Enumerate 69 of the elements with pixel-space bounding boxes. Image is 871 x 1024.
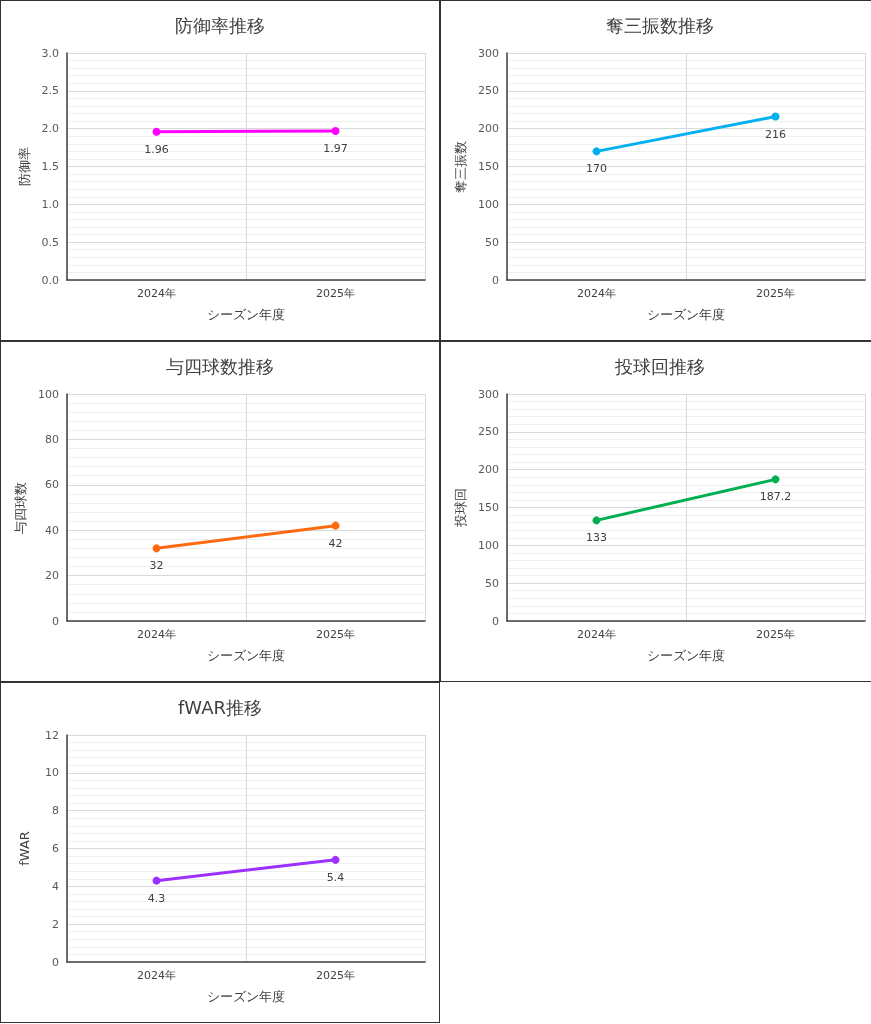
y-tick-label: 0.0 — [41, 273, 59, 287]
y-tick-label: 50 — [485, 576, 499, 590]
y-tick-label: 60 — [45, 478, 59, 492]
y-axis-title: 防御率 — [16, 147, 32, 186]
y-tick-label: 4 — [52, 879, 59, 893]
x-tick-label: 2024年 — [137, 969, 176, 982]
x-axis-title: シーズン年度 — [647, 648, 725, 663]
y-tick-label: 12 — [45, 728, 59, 742]
y-tick-label: 250 — [478, 425, 499, 439]
data-label: 187.2 — [759, 490, 792, 504]
x-tick-label: 2025年 — [316, 969, 355, 982]
x-tick-label: 2025年 — [756, 628, 795, 641]
x-tick-label: 2024年 — [137, 287, 176, 300]
y-tick-label: 1.0 — [41, 197, 59, 211]
x-axis-title: シーズン年度 — [647, 307, 725, 322]
y-tick-label: 0 — [492, 614, 499, 628]
y-tick-label: 100 — [478, 538, 499, 552]
y-axis-title: 投球回 — [453, 488, 469, 528]
y-tick-label: 3.0 — [41, 46, 59, 60]
data-label: 216 — [765, 127, 786, 141]
x-tick-label: 2024年 — [577, 287, 616, 300]
x-tick-label: 2025年 — [316, 287, 355, 300]
chart-title: 与四球数推移 — [166, 355, 274, 377]
data-label: 1.97 — [323, 141, 348, 155]
x-tick-label: 2024年 — [577, 628, 616, 641]
y-tick-label: 0 — [52, 614, 59, 628]
x-tick-label: 2025年 — [756, 287, 795, 300]
chart-title: 防御率推移 — [175, 14, 265, 36]
y-axis-title: fWAR — [17, 831, 32, 866]
y-tick-label: 300 — [478, 387, 499, 401]
y-tick-label: 0 — [52, 955, 59, 969]
y-tick-label: 2.0 — [41, 122, 59, 136]
data-label: 133 — [586, 531, 607, 545]
chart-title: 投球回推移 — [614, 355, 705, 377]
data-label: 1.96 — [144, 142, 169, 156]
y-tick-label: 100 — [38, 387, 59, 401]
y-tick-label: 100 — [478, 197, 499, 211]
y-tick-label: 2.5 — [41, 84, 59, 98]
y-axis-title: 与四球数 — [13, 481, 29, 534]
x-tick-label: 2024年 — [137, 628, 176, 641]
y-tick-label: 40 — [45, 523, 59, 537]
y-tick-label: 6 — [52, 842, 59, 855]
y-tick-label: 200 — [478, 463, 499, 477]
y-tick-label: 50 — [485, 235, 499, 249]
data-label: 32 — [149, 559, 164, 573]
x-axis-title: シーズン年度 — [207, 989, 285, 1004]
y-axis-title: 奪三振数 — [453, 140, 469, 193]
y-tick-label: 150 — [478, 160, 499, 173]
y-tick-label: 300 — [478, 46, 499, 60]
y-tick-label: 200 — [478, 122, 499, 136]
y-tick-label: 10 — [45, 766, 59, 780]
y-tick-label: 0.5 — [41, 235, 59, 249]
x-tick-label: 2025年 — [316, 628, 355, 641]
y-tick-label: 150 — [478, 501, 499, 514]
y-tick-label: 2 — [52, 917, 59, 931]
chart-title: 奪三振数推移 — [606, 14, 714, 36]
data-label: 5.4 — [326, 870, 345, 884]
data-label: 42 — [328, 536, 343, 550]
y-tick-label: 1.5 — [41, 160, 59, 173]
y-tick-label: 0 — [492, 273, 499, 287]
y-tick-label: 20 — [45, 569, 59, 583]
y-tick-label: 250 — [478, 84, 499, 98]
y-tick-label: 80 — [45, 432, 59, 446]
data-label: 170 — [586, 162, 607, 176]
data-label: 4.3 — [147, 891, 166, 905]
chart-title: fWAR推移 — [178, 696, 262, 718]
y-tick-label: 8 — [52, 804, 59, 818]
x-axis-title: シーズン年度 — [207, 307, 285, 322]
x-axis-title: シーズン年度 — [207, 648, 285, 663]
